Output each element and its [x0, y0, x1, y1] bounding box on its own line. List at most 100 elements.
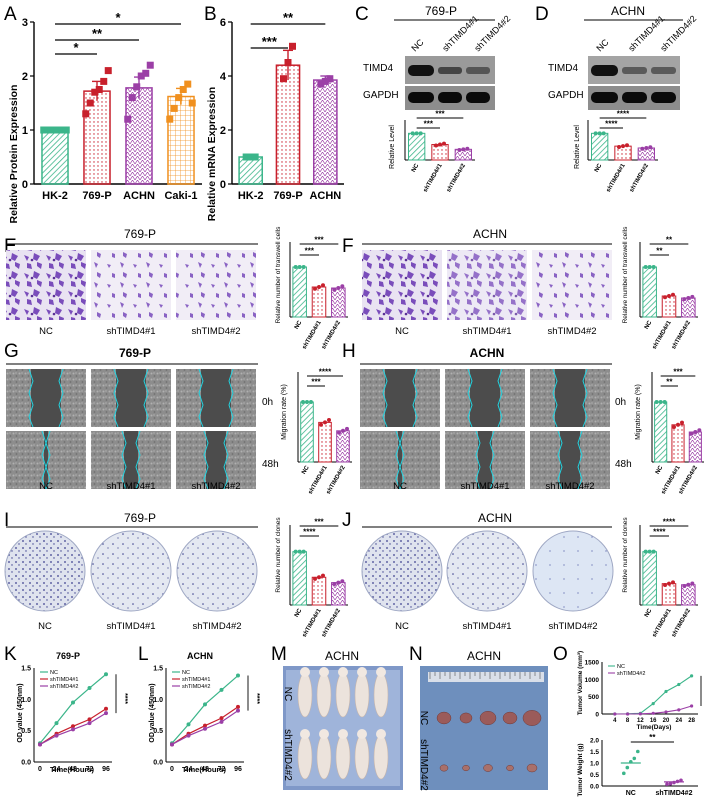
D-mini-bar — [591, 132, 609, 161]
L-axes-xtick-label: 96 — [234, 766, 242, 773]
G-imgs-wound-edge-right — [45, 430, 51, 490]
A-axes-data-point — [86, 99, 94, 107]
F-mini-sig-stars: ** — [656, 247, 663, 256]
panel-D-gapdh-2 — [622, 92, 647, 103]
mouse-body — [316, 672, 332, 718]
A-axes-sig-stars: * — [73, 40, 79, 55]
panel-D-gapdh-1 — [591, 92, 618, 103]
mouse-head — [338, 667, 348, 677]
K-axes-data-point — [71, 700, 75, 705]
tumor-nc — [522, 710, 542, 726]
K-axes-ytick-label: 1.5 — [21, 666, 31, 673]
A-axes-bar — [41, 129, 69, 185]
O-bottom-sig-stars: ** — [649, 733, 656, 742]
panel-E: E 769-P NC shTIMD4#1 shTIMD4#2 Relative … — [4, 226, 348, 350]
tumor-shTIMD4 — [439, 764, 449, 772]
panel-letter-B: B — [204, 4, 217, 25]
O-top-data-point — [677, 708, 681, 712]
panel-I-label-sh1: shTIMD4#1 — [106, 621, 155, 632]
C-mini-data-point — [457, 147, 462, 152]
panel-K: K 769-P OD value (450nm) Time(Hours) 0.0… — [4, 644, 128, 774]
A-axes-sig-stars: * — [115, 10, 121, 25]
E-mini-data-point — [301, 265, 306, 269]
panel-D-ylabel: Relative Level — [574, 125, 581, 169]
K-axes-xtick-label: 24 — [53, 766, 61, 773]
panel-letter-D: D — [535, 4, 549, 25]
L-axes-data-point — [186, 722, 191, 727]
panel-letter-K: K — [4, 644, 17, 665]
C-mini-data-point — [442, 141, 446, 146]
K-axes-sig-stars: **** — [121, 693, 128, 704]
H-mini-data-point — [676, 422, 680, 427]
A-axes-data-point — [170, 104, 178, 112]
H-mini-data-point — [672, 425, 676, 430]
I-mini-data-point — [336, 580, 341, 585]
J-mini-category-label: NC — [644, 607, 654, 618]
panel-D-band-gapdh: GAPDH — [548, 90, 584, 101]
panel-D-lane-1: NC — [594, 37, 611, 54]
panel-K-axes: 0.0 0.5 1.0 1.5 0 24 48 72 96 NCshTIMD4#1shTIMD4#… — [21, 666, 128, 774]
O-top-ytick-label: 500 — [588, 694, 599, 701]
E-mini-sig-stars: *** — [305, 247, 315, 256]
G-mini-category-label: shTIMD4#2 — [326, 464, 347, 495]
E-mini-data-point — [321, 283, 325, 288]
H-imgs-wound-edge-left — [552, 368, 558, 428]
panel-C-gapdh-2 — [438, 92, 462, 103]
panel-I-plate-nc — [4, 530, 86, 612]
panel-J-label-nc: NC — [395, 621, 409, 632]
panel-letter-I: I — [4, 510, 9, 531]
H-imgs-wound-edge-left — [557, 430, 563, 490]
panel-C-quant: NC shTIMD4#1 shTIMD4#2 ****** — [404, 110, 475, 193]
panel-H: H ACHN 0h 48h NC shTIMD4#1 shTIMD4#2 Mig… — [342, 341, 704, 495]
L-axes-ytick-label: 1.0 — [153, 697, 163, 704]
E-mini-data-point — [313, 286, 317, 291]
L-axes-data-point — [236, 673, 240, 678]
O-top-data-point — [651, 711, 655, 715]
O-top-ytick-label: 0 — [595, 712, 599, 719]
A-axes-data-point — [124, 115, 132, 123]
B-axes-ytick-label: 6 — [220, 17, 226, 29]
panel-N-tumors — [436, 710, 542, 773]
B-axes-data-point — [247, 153, 255, 161]
O-bottom-data-point — [625, 765, 630, 770]
A-axes-ytick-label: 0 — [22, 179, 28, 191]
G-mini-sig-stars: **** — [319, 368, 332, 377]
A-axes-category-label: Caki-1 — [164, 190, 197, 202]
K-axes-data-point — [104, 706, 108, 711]
I-mini-data-point — [340, 579, 345, 584]
C-mini-category-label: NC — [411, 162, 421, 173]
B-axes-sig-stars: *** — [262, 34, 278, 49]
panel-I: I 769-P NC shTIMD4#1 shTIMD4#2 Relative … — [4, 510, 348, 638]
O-top-data-point — [638, 712, 643, 716]
panel-M-title: ACHN — [325, 649, 359, 663]
D-mini-data-point — [640, 146, 645, 151]
A-axes-ytick-label: 3 — [22, 17, 28, 29]
A-axes-ytick-label: 1 — [22, 125, 28, 137]
A-axes-data-point — [142, 69, 150, 77]
panel-J-label-sh2: shTIMD4#2 — [548, 621, 597, 632]
G-imgs-wound-edge-left — [198, 368, 204, 428]
panel-C-gapdh-3 — [466, 92, 490, 103]
F-mini-data-point — [686, 296, 691, 300]
F-mini-data-point — [667, 294, 671, 298]
F-mini-data-point — [690, 294, 695, 299]
I-mini-data-point — [301, 549, 306, 554]
G-imgs-wound-edge-left — [28, 368, 34, 428]
O-bottom-data-point — [622, 771, 626, 776]
mouse-head — [357, 667, 367, 677]
panel-D-gapdh-3 — [651, 92, 676, 103]
H-imgs-wound-edge-right — [582, 368, 588, 428]
J-mini-category-label: shTIMD4#1 — [652, 607, 673, 638]
B-axes-data-point — [289, 42, 296, 50]
D-mini-bar — [614, 145, 632, 161]
A-axes-category-label: 769-P — [82, 190, 111, 202]
H-imgs-wound-gap — [470, 369, 500, 427]
C-mini-sig-stars: *** — [435, 110, 445, 119]
I-mini-data-point — [297, 549, 302, 554]
H-imgs-wound-edge-right — [399, 430, 405, 490]
H-mini-data-point — [658, 400, 663, 404]
G-imgs-wound-edge-right — [58, 368, 64, 428]
O-bottom-category-label: shTIMD4#2 — [656, 790, 693, 797]
